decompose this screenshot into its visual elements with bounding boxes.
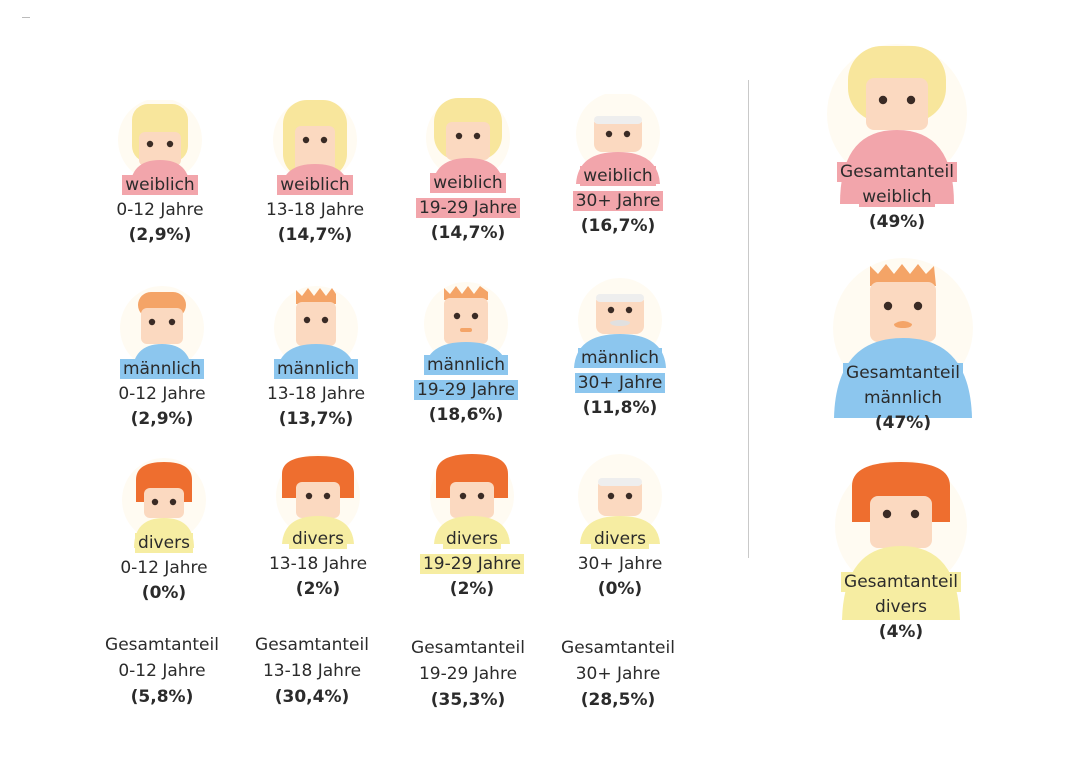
age-total-age: 0-12 Jahre [118, 661, 206, 681]
gender-label: männlich [119, 359, 205, 379]
vertical-divider [748, 80, 749, 558]
age-total-title: Gesamtanteil [105, 635, 219, 655]
share-value: (14,7%) [277, 225, 353, 245]
gender-total-gender: männlich [860, 388, 946, 408]
age-total-value: (35,3%) [430, 690, 506, 710]
gender-total-divers: Gesamtanteil divers (4%) [816, 460, 986, 650]
card-divers-30plus: divers 30+ Jahre (0%) [550, 454, 690, 604]
gender-label: divers [289, 529, 347, 549]
age-label: 13-18 Jahre [265, 200, 365, 220]
gender-label: divers [591, 529, 649, 549]
gender-total-value: (49%) [868, 212, 926, 232]
share-value: (13,7%) [278, 409, 354, 429]
card-divers-19-29: divers 19-29 Jahre (2%) [402, 454, 542, 604]
age-total-title: Gesamtanteil [561, 638, 675, 658]
age-total-19-29: Gesamtanteil 19-29 Jahre (35,3%) [388, 635, 548, 713]
card-weiblich-30plus: weiblich 30+ Jahre (16,7%) [548, 94, 688, 244]
diverse-teen-avatar-icon [276, 454, 360, 544]
card-maennlich-30plus: männlich 30+ Jahre (11,8%) [550, 278, 690, 428]
age-total-0-12: Gesamtanteil 0-12 Jahre (5,8%) [82, 632, 242, 710]
share-value: (18,6%) [428, 405, 504, 425]
age-total-value: (28,5%) [580, 690, 656, 710]
age-total-value: (5,8%) [130, 687, 194, 707]
gender-label: männlich [273, 359, 359, 379]
share-value: (11,8%) [582, 398, 658, 418]
gender-label: männlich [577, 348, 663, 368]
card-weiblich-19-29: weiblich 19-29 Jahre (14,7%) [398, 98, 538, 248]
scan-mark [22, 17, 30, 18]
card-maennlich-19-29: männlich 19-29 Jahre (18,6%) [396, 282, 536, 432]
share-value: (0%) [597, 579, 643, 599]
age-label: 19-29 Jahre [419, 554, 525, 574]
age-total-age: 19-29 Jahre [418, 664, 518, 684]
gender-total-title: Gesamtanteil [843, 363, 963, 383]
card-maennlich-0-12: männlich 0-12 Jahre (2,9%) [92, 286, 232, 436]
card-maennlich-13-18: männlich 13-18 Jahre (13,7%) [246, 286, 386, 436]
gender-total-title: Gesamtanteil [837, 162, 957, 182]
card-weiblich-13-18: weiblich 13-18 Jahre (14,7%) [245, 100, 385, 250]
age-label: 19-29 Jahre [413, 380, 519, 400]
share-value: (0%) [141, 583, 187, 603]
card-weiblich-0-12: weiblich 0-12 Jahre (2,9%) [90, 100, 230, 250]
gender-label: weiblich [277, 175, 353, 195]
gender-total-value: (4%) [878, 622, 924, 642]
age-label: 0-12 Jahre [116, 200, 204, 220]
age-label: 30+ Jahre [577, 554, 663, 574]
gender-label: weiblich [430, 173, 506, 193]
gender-total-value: (47%) [874, 413, 932, 433]
age-label: 30+ Jahre [572, 191, 664, 211]
age-total-13-18: Gesamtanteil 13-18 Jahre (30,4%) [232, 632, 392, 710]
card-divers-13-18: divers 13-18 Jahre (2%) [248, 454, 388, 604]
gender-label: weiblich [580, 166, 656, 186]
age-total-value: (30,4%) [274, 687, 350, 707]
woman-total-avatar-icon [827, 44, 967, 204]
girl-teen-avatar-icon [273, 100, 357, 190]
share-value: (2%) [449, 579, 495, 599]
gender-total-gender: weiblich [859, 187, 935, 207]
share-value: (16,7%) [580, 216, 656, 236]
age-total-title: Gesamtanteil [411, 638, 525, 658]
age-total-title: Gesamtanteil [255, 635, 369, 655]
gender-total-maennlich: Gesamtanteil männlich (47%) [818, 258, 988, 448]
card-divers-0-12: divers 0-12 Jahre (0%) [94, 458, 234, 608]
age-label: 19-29 Jahre [415, 198, 521, 218]
age-label: 13-18 Jahre [266, 384, 366, 404]
age-label: 30+ Jahre [574, 373, 666, 393]
share-value: (2,9%) [130, 409, 194, 429]
age-label: 13-18 Jahre [268, 554, 368, 574]
gender-label: divers [443, 529, 501, 549]
age-total-30plus: Gesamtanteil 30+ Jahre (28,5%) [538, 635, 698, 713]
gender-label: weiblich [122, 175, 198, 195]
gender-total-weiblich: Gesamtanteil weiblich (49%) [812, 44, 982, 244]
share-value: (14,7%) [430, 223, 506, 243]
age-total-age: 13-18 Jahre [262, 661, 362, 681]
share-value: (2%) [295, 579, 341, 599]
gender-total-title: Gesamtanteil [841, 572, 961, 592]
man-young-avatar-icon [424, 282, 508, 372]
gender-label: divers [135, 533, 193, 553]
age-total-age: 30+ Jahre [575, 664, 661, 684]
gender-label: männlich [423, 355, 509, 375]
gender-total-gender: divers [872, 597, 930, 617]
age-label: 0-12 Jahre [118, 384, 206, 404]
age-label: 0-12 Jahre [120, 558, 208, 578]
share-value: (2,9%) [128, 225, 192, 245]
